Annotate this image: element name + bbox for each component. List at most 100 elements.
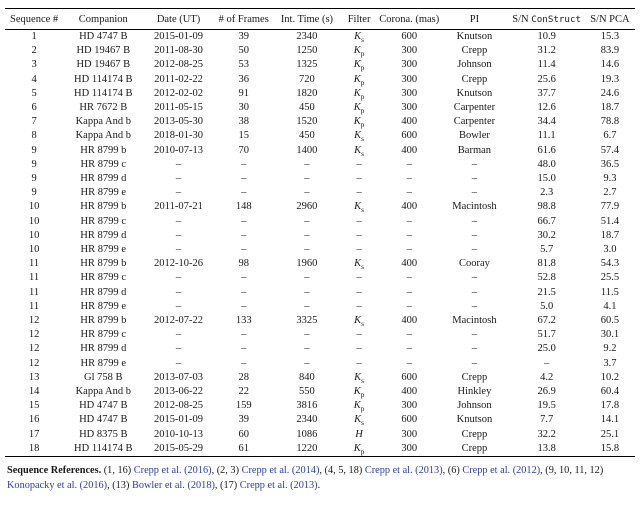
num-frames-cell: 98: [238, 258, 249, 270]
sn-pca-cell: 9.2: [603, 343, 617, 355]
table-row: 9 HR 8799 e – – – – – – 2.3 2.7: [5, 186, 635, 200]
sn-construct-cell: 31.2: [537, 45, 556, 57]
coronagraph-cell: –: [406, 244, 412, 256]
filter-cell: Ks: [340, 371, 378, 385]
citation-link[interactable]: Crepp et al. (2016): [133, 465, 212, 477]
filter-cell: Kp: [340, 399, 378, 413]
references-label: Sequence References.: [7, 465, 102, 477]
date-cell: 2010-07-13: [154, 144, 204, 156]
filter-cell: Kp: [340, 115, 378, 129]
sequence-number-cell: 2: [31, 45, 37, 57]
sn-pca-cell: 3.0: [603, 244, 617, 256]
sequence-number-cell: 11: [29, 258, 40, 270]
sequence-number-cell: 11: [29, 300, 40, 312]
table-row: 12 HR 8799 e – – – – – – – 3.7: [5, 357, 635, 371]
filter-band-subscript: p: [360, 446, 365, 456]
filter-band-subscript: s: [361, 35, 365, 45]
coronagraph-cell: 600: [401, 371, 418, 383]
filter-band-subscript: s: [361, 262, 365, 272]
companion-cell: HR 8799 d: [80, 343, 127, 355]
filter-band-subscript: p: [360, 106, 365, 116]
filter-cell: Kp: [340, 58, 378, 72]
companion-cell: HD 114174 B: [74, 87, 133, 99]
filter-band-subscript: p: [360, 63, 365, 73]
sequence-number-cell: 9: [31, 173, 37, 185]
date-cell: 2012-02-02: [154, 87, 204, 99]
companion-cell: HD 4747 B: [79, 31, 128, 42]
companion-cell: HD 19467 B: [76, 45, 131, 57]
filter-band: K: [353, 386, 361, 398]
citation-link[interactable]: Bowler et al. (2018): [131, 479, 215, 491]
filter-band: K: [353, 45, 361, 57]
date-cell: –: [175, 286, 182, 298]
sequence-number-cell: 7: [31, 116, 37, 128]
companion-cell: HR 8799 d: [80, 286, 127, 298]
sequence-number-cell: 9: [31, 144, 37, 156]
coronagraph-cell: 600: [401, 31, 418, 42]
date-cell: –: [175, 329, 182, 341]
sn-construct-cell: 4.2: [540, 371, 554, 383]
date-cell: 2015-05-29: [154, 442, 204, 454]
coronagraph-cell: –: [406, 343, 412, 355]
filter-cell: –: [356, 187, 362, 199]
column-header-int-time: Int. Time (s): [273, 8, 341, 30]
companion-cell: HR 8799 c: [80, 158, 127, 170]
int-time-cell: –: [304, 357, 310, 369]
sn-pca-cell: 18.7: [600, 229, 620, 241]
citation-link[interactable]: Crepp et al. (2013): [364, 465, 443, 477]
sequence-number-cell: 10: [28, 229, 40, 241]
table-row: 5 HD 114174 B 2012-02-02 91 1820 Kp 300 Knutson…: [5, 87, 635, 101]
column-header-coronagraph: Corona. (mas): [378, 8, 441, 30]
num-frames-cell: 30: [238, 102, 249, 114]
pi-cell: –: [471, 357, 478, 369]
filter-band-subscript: p: [360, 390, 365, 400]
sn-pca-cell: 11.5: [600, 286, 619, 298]
sn-construct-cell: 5.0: [540, 300, 554, 312]
sn-construct-cell: 66.7: [537, 215, 556, 227]
date-cell: –: [175, 215, 182, 227]
companion-cell: HD 4747 B: [79, 414, 128, 426]
pi-cell: Cooray: [458, 258, 490, 270]
filter-cell: –: [356, 244, 362, 256]
filter-band: H: [355, 428, 363, 440]
table-row: 7 Kappa And b 2013-05-30 38 1520 Kp 400 Carpent…: [5, 115, 635, 129]
pi-cell: Crepp: [461, 73, 488, 85]
citation-link[interactable]: Konopacky et al. (2016): [7, 479, 108, 491]
column-header-label: Companion: [78, 14, 128, 25]
sn-construct-cell: 34.4: [537, 116, 556, 128]
int-time-cell: 840: [299, 371, 315, 383]
pi-cell: –: [471, 244, 478, 256]
filter-cell: Ks: [340, 413, 378, 427]
companion-cell: HR 8799 b: [80, 258, 127, 270]
sequence-number-cell: 11: [29, 272, 40, 284]
pi-cell: Carpenter: [453, 116, 496, 128]
filter-cell: Kp: [340, 101, 378, 115]
citation-link[interactable]: Crepp et al. (2013): [239, 479, 318, 491]
sn-pca-cell: 14.1: [600, 414, 620, 426]
num-frames-cell: 15: [238, 130, 249, 142]
column-header-pi: PI: [440, 8, 509, 30]
column-header-mono-label: ConStruct: [531, 14, 582, 25]
companion-cell: HR 8799 e: [80, 244, 127, 256]
int-time-cell: 2340: [296, 414, 318, 426]
num-frames-cell: 159: [235, 400, 252, 412]
sn-pca-cell: 2.7: [603, 187, 617, 199]
coronagraph-cell: 400: [401, 258, 418, 270]
coronagraph-cell: –: [406, 215, 412, 227]
int-time-cell: 1220: [296, 442, 318, 454]
sn-pca-cell: 77.9: [600, 201, 620, 213]
companion-cell: HR 8799 e: [80, 187, 127, 199]
sn-construct-cell: 81.8: [537, 258, 556, 270]
citation-link[interactable]: Crepp et al. (2012): [462, 465, 541, 477]
filter-band-subscript: p: [360, 91, 365, 101]
table-row: 9 HR 8799 b 2010-07-13 70 1400 Ks 400 Barman 61.…: [5, 144, 635, 158]
citation-link[interactable]: Crepp et al. (2014): [241, 465, 320, 477]
num-frames-cell: 39: [238, 31, 249, 42]
table-row: 6 HR 7672 B 2011-05-15 30 450 Kp 300 Carpenter 1…: [5, 101, 635, 115]
sn-pca-cell: 54.3: [600, 258, 620, 270]
int-time-cell: 450: [299, 130, 315, 142]
sequence-number-cell: 12: [28, 357, 40, 369]
int-time-cell: –: [304, 244, 310, 256]
table-row: 1 HD 4747 B 2015-01-09 39 2340 Ks 600 Knutson 10…: [5, 30, 635, 45]
companion-cell: HD 4747 B: [79, 400, 128, 412]
